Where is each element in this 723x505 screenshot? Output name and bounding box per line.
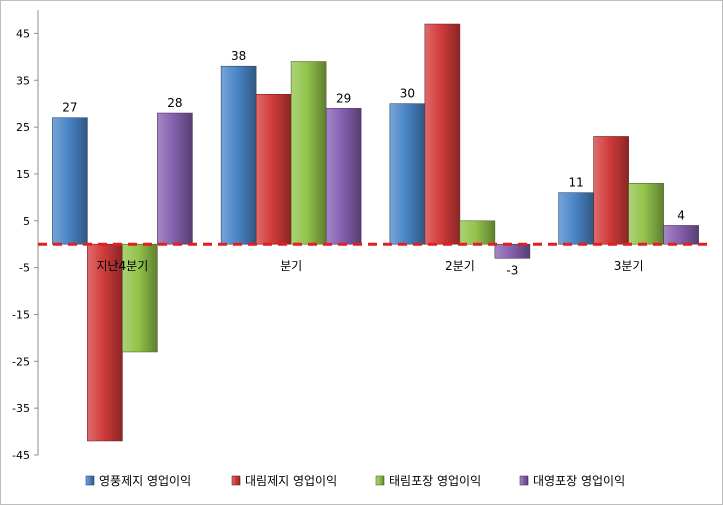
bar — [593, 136, 629, 245]
data-label: -3 — [506, 263, 518, 277]
chart-legend: 영풍제지 영업이익 대림제지 영업이익 태림포장 영업이익 대영포장 영업이익 — [85, 474, 625, 488]
category-label: 지난4분기 — [96, 259, 148, 273]
bar — [389, 103, 426, 245]
y-tick-label: 5 — [23, 215, 30, 228]
bar — [52, 117, 88, 245]
category-label: 3분기 — [614, 259, 644, 273]
chart-bars — [52, 23, 699, 442]
bar — [494, 243, 531, 259]
bar — [220, 65, 257, 245]
chart-axes: 45 35 25 15 5 -5 -15 -25 -35 -45 — [12, 10, 39, 462]
bar — [663, 225, 699, 245]
y-tick-label: -15 — [12, 308, 30, 321]
data-label: 4 — [677, 208, 685, 222]
bar — [290, 61, 327, 245]
legend-swatch — [375, 475, 385, 486]
bar — [424, 23, 461, 245]
y-tick-label: 35 — [16, 74, 30, 87]
y-tick-label: 25 — [16, 121, 30, 134]
chart-labels: 27 38 30 11 28 29 -3 4 지난4분기 분기 2분기 3분기 — [62, 49, 685, 277]
legend-swatch — [85, 475, 95, 486]
category-label: 2분기 — [445, 259, 475, 273]
data-label: 29 — [336, 91, 351, 105]
y-tick-label: -5 — [19, 262, 30, 275]
legend-label: 영풍제지 영업이익 — [99, 474, 191, 488]
legend-label: 대림제지 영업이익 — [245, 474, 337, 488]
legend-swatch — [519, 475, 529, 486]
legend-label: 태림포장 영업이익 — [389, 474, 481, 488]
y-tick-label: -35 — [12, 402, 30, 415]
data-label: 27 — [62, 101, 77, 115]
bar — [459, 220, 496, 245]
category-label: 분기 — [280, 259, 302, 273]
bar — [122, 243, 158, 353]
data-label: 11 — [568, 176, 583, 190]
legend-swatch — [231, 475, 241, 486]
legend-label: 대영포장 영업이익 — [533, 474, 625, 488]
data-label: 38 — [231, 49, 246, 63]
y-tick-label: -25 — [12, 355, 30, 368]
bar — [628, 183, 664, 245]
data-label: 30 — [400, 87, 415, 101]
y-tick-label: -45 — [12, 449, 30, 462]
y-tick-label: 45 — [16, 27, 30, 40]
y-tick-label: 15 — [16, 168, 30, 181]
bar — [157, 112, 193, 245]
data-label: 28 — [167, 96, 182, 110]
bar — [558, 192, 594, 245]
bar — [325, 108, 362, 245]
bar — [255, 94, 292, 245]
bar — [87, 243, 123, 442]
